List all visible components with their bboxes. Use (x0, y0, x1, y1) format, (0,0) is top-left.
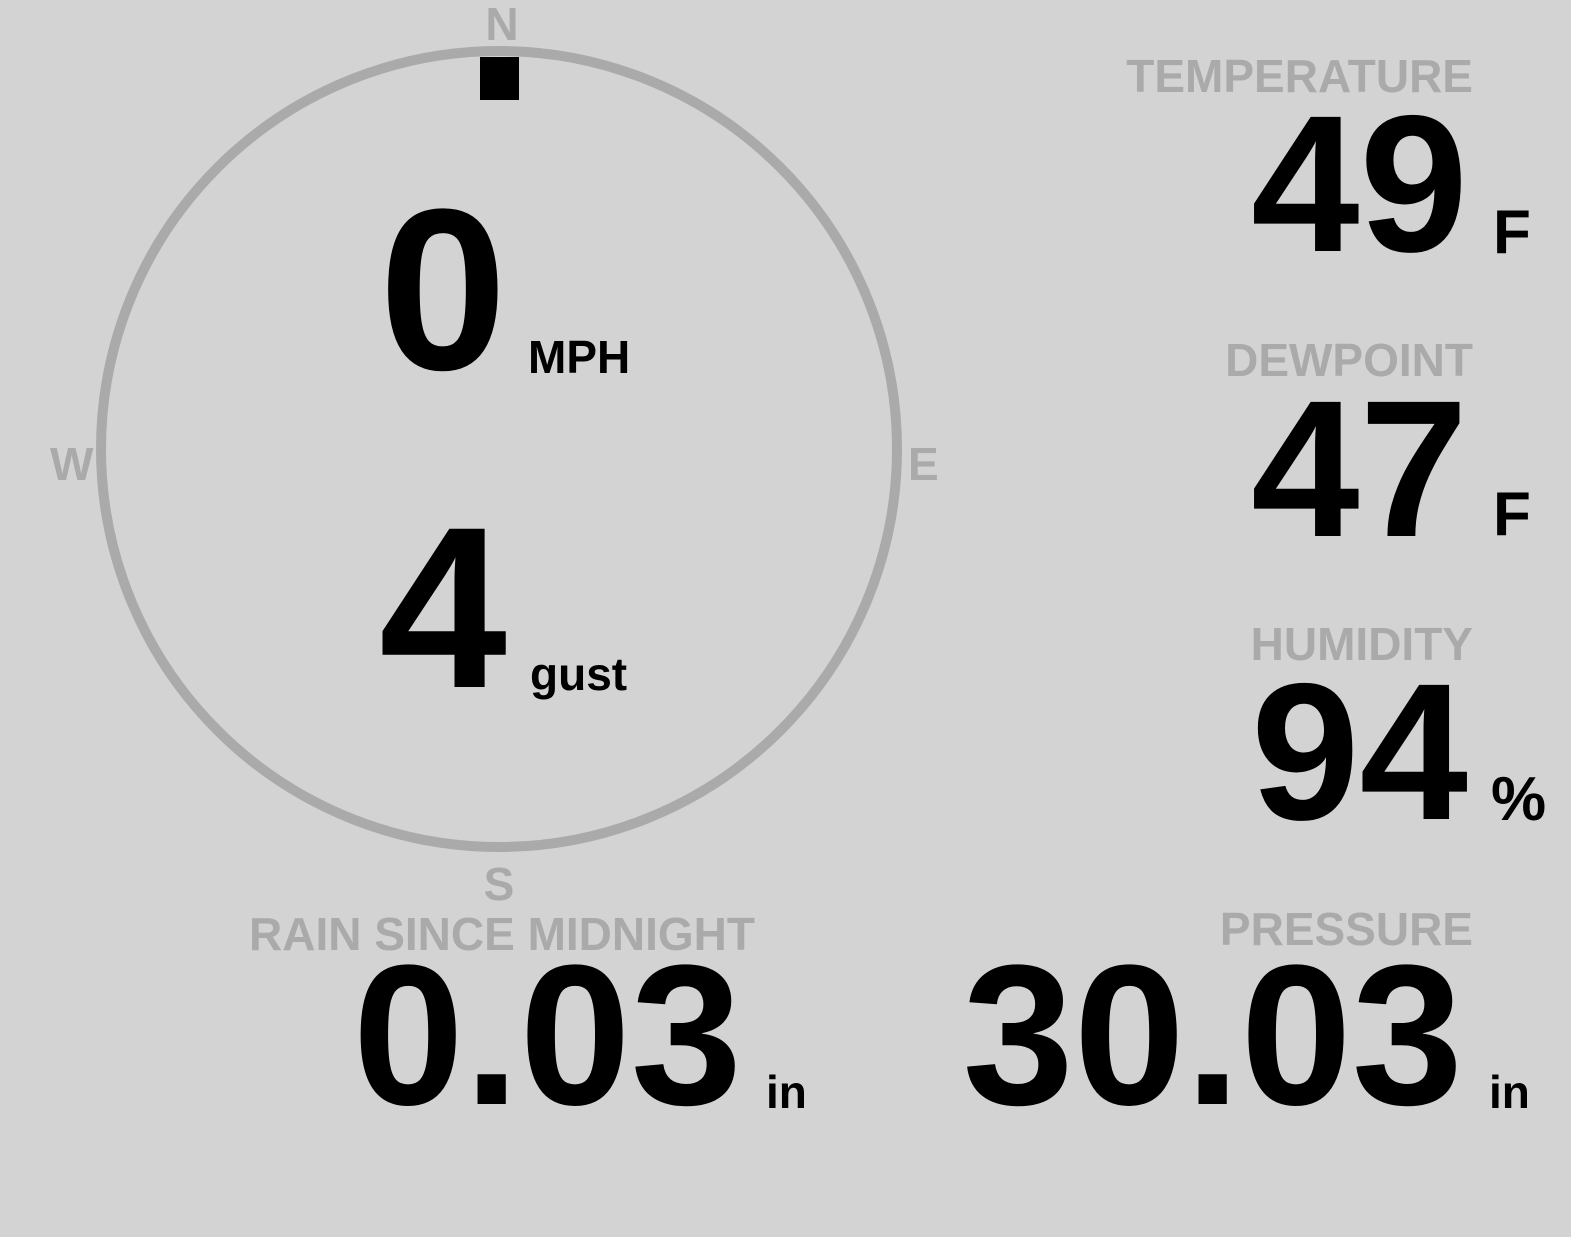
compass-ring (96, 46, 902, 852)
dewpoint-label: DEWPOINT (1225, 334, 1473, 386)
compass-west-label: W (50, 438, 94, 490)
compass-south-label: S (483, 858, 515, 910)
humidity-label: HUMIDITY (1250, 618, 1473, 670)
wind-direction-marker (480, 57, 519, 100)
pressure-label: PRESSURE (1219, 903, 1473, 955)
rain-label: RAIN SINCE MIDNIGHT (249, 908, 755, 960)
pressure-unit: in (1489, 1066, 1530, 1118)
compass-north-label: N (485, 0, 519, 50)
humidity-unit: % (1491, 765, 1547, 834)
temperature-value: 49 (1251, 75, 1468, 293)
rain-value: 0.03 (352, 924, 742, 1147)
wind-gust-unit: gust (530, 648, 628, 700)
pressure-value: 30.03 (962, 924, 1464, 1147)
humidity-value: 94 (1251, 643, 1468, 861)
wind-speed-value: 0 (379, 161, 507, 418)
rain-unit: in (766, 1066, 807, 1118)
wind-speed-unit: MPH (528, 331, 631, 383)
wind-gust-value: 4 (379, 479, 507, 736)
dewpoint-unit: F (1493, 480, 1531, 549)
compass-east-label: E (908, 438, 939, 490)
temperature-label: TEMPERATURE (1126, 50, 1473, 102)
dewpoint-value: 47 (1251, 360, 1468, 578)
temperature-unit: F (1493, 198, 1531, 267)
